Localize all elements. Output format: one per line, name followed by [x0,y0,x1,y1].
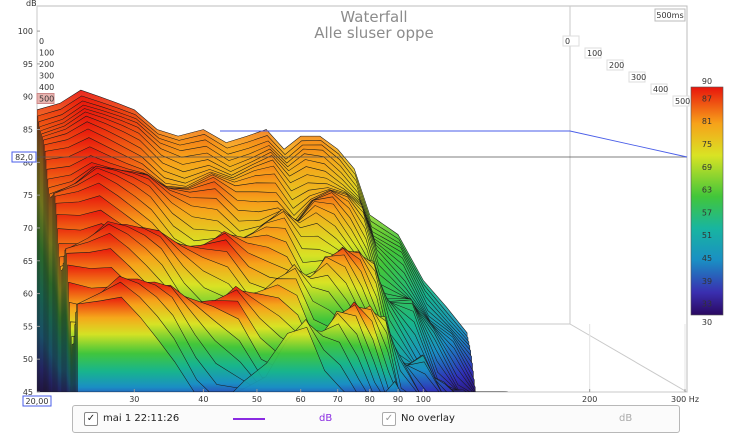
y-tick-label: 95 [23,60,33,69]
time-tick-box [606,59,624,71]
x-tick-label: 50 [252,395,262,404]
colorbar-tick-label: 69 [702,163,712,172]
x-tick-label: 60 [296,395,306,404]
time-tick-label-left: 400 [39,83,54,92]
colorbar-tick-label: 81 [702,117,712,126]
y-tick-label: 80 [23,158,33,167]
y-tick-label: 75 [23,191,33,200]
colorbar [690,86,724,316]
time-tick-box [650,83,668,95]
chart-title: Waterfall [340,8,407,26]
time-tick-box [628,71,646,83]
x-tick-label: 30 [129,395,139,404]
time-tick-box [584,47,602,59]
time-tick-label-right: 500 [675,97,690,106]
time-tick-label-right: 300 [631,73,646,82]
colorbar-tick-label: 75 [702,140,712,149]
measurement-line-swatch [233,418,265,420]
time-tick-label-right: 400 [653,85,668,94]
y-cursor-badge: 82,0 [11,151,37,163]
legend-bar: ✓ mai 1 22:11:26 dB ✓ No overlay dB [72,405,680,433]
overlay-label: No overlay [401,413,455,424]
time-tick-box [562,35,580,47]
y-tick-label: 50 [23,355,33,364]
time-tick-label-left: 500 [39,95,54,104]
y-tick-label: 100 [18,27,33,36]
colorbar-tick-label: 39 [702,277,712,286]
time-tick-label-left: 200 [39,60,54,69]
time-tick-label-right: 0 [565,37,570,46]
colorbar-tick-label: 63 [702,186,712,195]
x-tick-label: 80 [365,395,375,404]
x-tick-label: 90 [393,395,403,404]
waterfall-slice [77,296,508,392]
y-unit-label: dB [26,0,37,8]
x-cursor-badge: 20,00 [22,395,52,407]
x-axis-ticks: 30 40 50 60 70 80 90 100 200 300 Hz [129,389,699,404]
measurement-label: mai 1 22:11:26 [103,413,180,424]
y-tick-label: 90 [23,93,33,102]
window-badge: 500ms [654,8,686,22]
y-axis-ticks: 45 50 55 60 65 70 75 80 85 90 95 100 [18,27,40,397]
window-label: 500ms [656,11,683,20]
y-tick-label: 60 [23,290,33,299]
time-tick-box [672,95,690,107]
x-tick-label: 70 [333,395,343,404]
y-tick-label: 65 [23,257,33,266]
colorbar-tick-label: 90 [702,77,712,86]
time-tick-label-left: 100 [39,49,54,58]
colorbar-tick-label: 33 [702,300,712,309]
y-tick-label: 45 [23,388,33,397]
x-tick-label: 300 Hz [671,395,699,404]
x-tick-label: 100 [416,395,431,404]
reference-line [220,130,688,158]
measurement-unit: dB [319,413,333,424]
x-tick-label: 200 [582,395,597,404]
time-tick-label-left: 0 [39,37,44,46]
y-tick-label: 70 [23,224,33,233]
y-cursor-value: 82,0 [15,153,33,162]
waterfall-surface [37,89,508,392]
time-axis-ticks-left: 0 100 200 300 400 500 [36,37,55,104]
measurement-checkbox[interactable]: ✓ [84,412,98,426]
time-tick-label-right: 200 [609,61,624,70]
time-tick-label-right: 100 [587,49,602,58]
colorbar-ticks: 90 87 81 75 69 63 57 51 45 39 33 30 [702,77,712,327]
time-axis-ticks-right: 0 100 200 300 400 500 [562,35,690,107]
colorbar-tick-label: 87 [702,94,712,103]
x-cursor-value: 20,00 [26,397,49,406]
time-tick-label-left: 300 [39,72,54,81]
x-tick-label: 40 [198,395,208,404]
y-tick-label: 85 [23,126,33,135]
colorbar-tick-label: 30 [702,318,712,327]
overlay-checkbox[interactable]: ✓ [382,412,396,426]
colorbar-tick-label: 45 [702,254,712,263]
colorbar-tick-label: 57 [702,208,712,217]
overlay-unit: dB [619,413,633,424]
time-tick-highlight [36,93,55,104]
y-tick-label: 55 [23,322,33,331]
chart-subtitle: Alle sluser oppe [314,24,434,42]
colorbar-tick-label: 51 [702,231,712,240]
